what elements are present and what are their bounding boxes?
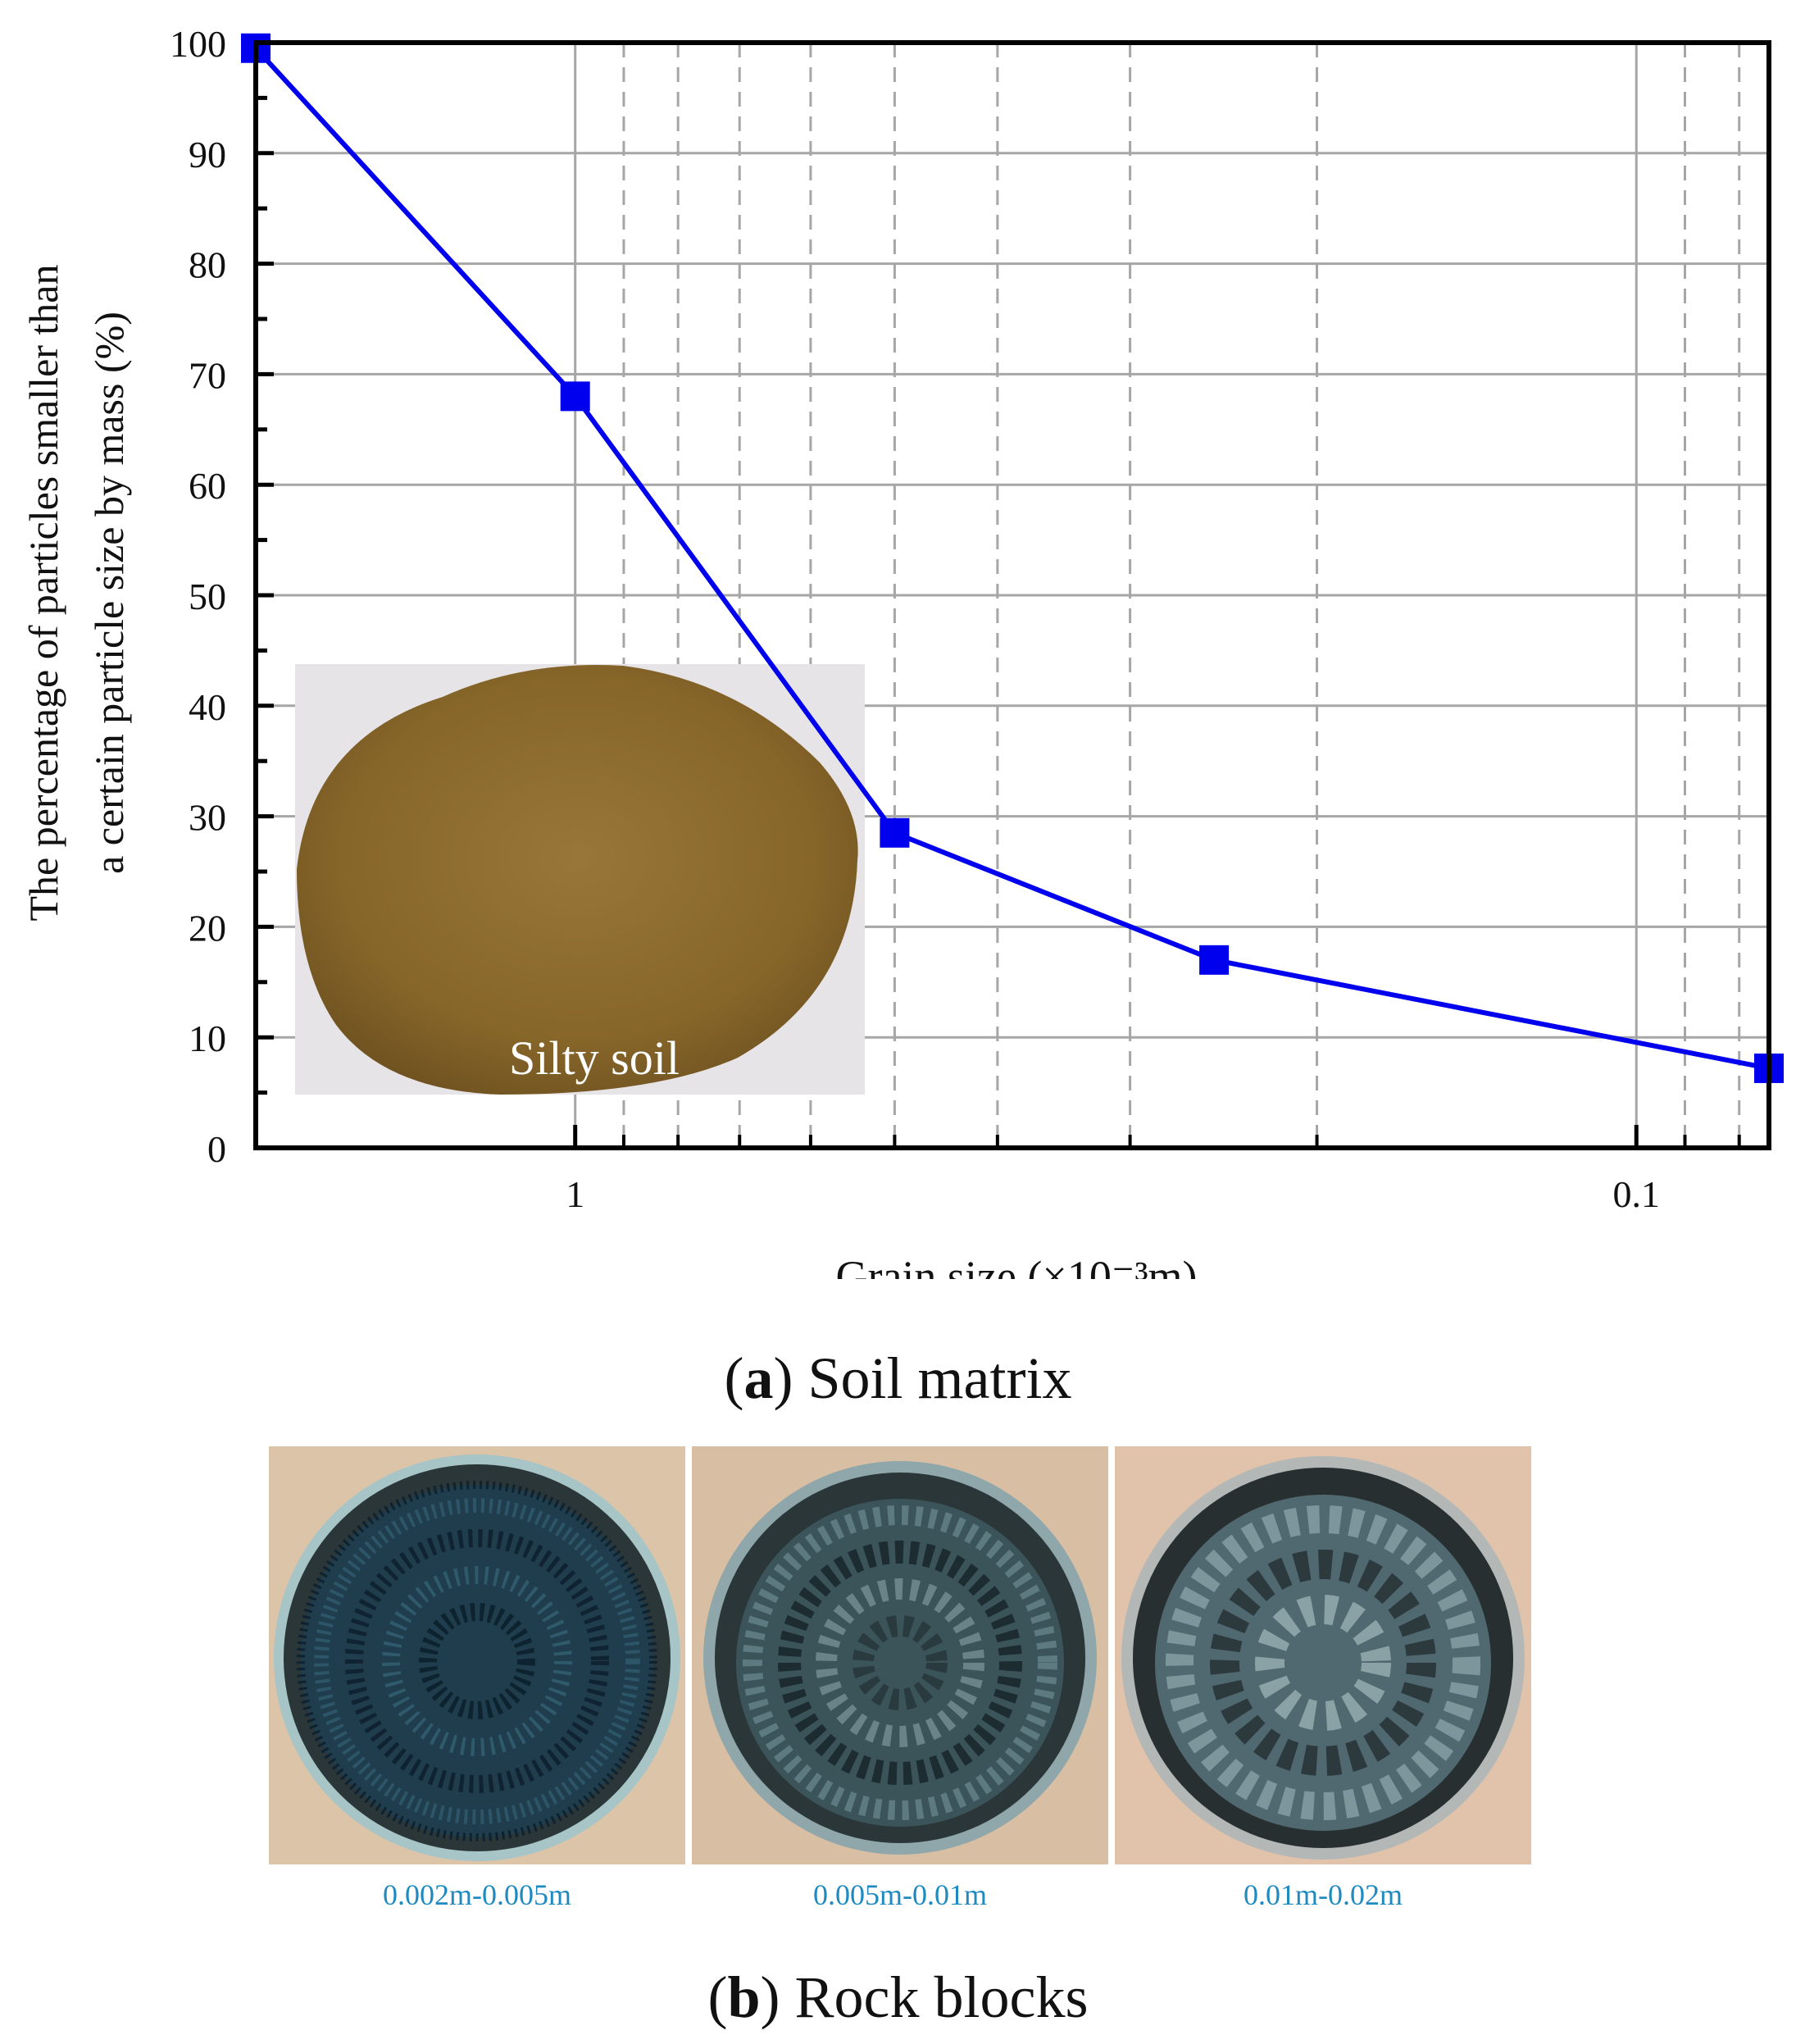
soil-pile [297,665,858,1095]
y-tick-label: 50 [189,576,226,617]
y-tick-label: 0 [207,1128,226,1170]
y-axis-label-line1: The percentage of particles smaller than [20,264,66,921]
y-tick-label: 100 [170,23,226,65]
data-point [880,817,910,848]
caption-a-text: Soil matrix [807,1345,1072,1411]
x-tick-label: 1 [566,1173,584,1215]
inset-label: Silty soil [509,1031,680,1085]
axes: 0 10 20 30 40 50 60 70 80 90 100 1 0.1 [170,23,1771,1215]
rock-photo-medium [692,1446,1108,1864]
x-tick-label: 0.1 [1613,1173,1661,1215]
caption-a-letter: a [743,1345,774,1411]
caption-b-text: Rock blocks [794,1964,1089,2030]
y-tick-label: 90 [189,134,226,175]
rock-photo-label: 0.01m-0.02m [1244,1878,1403,1911]
silty-soil-photo: Silty soil [295,664,865,1095]
y-axis-label-line2: a certain particle size by mass (%) [86,312,132,874]
series-line [241,33,1784,1083]
data-point [1199,945,1230,975]
y-tick-label: 80 [189,244,226,286]
y-tick-label: 60 [189,465,226,507]
data-point [560,381,590,412]
y-tick-label: 40 [189,686,226,728]
y-tick-label: 20 [189,907,226,949]
x-axis-label: Grain size (×10⁻³m) [835,1252,1197,1279]
y-tick-label: 30 [189,797,226,839]
chart: Silty soil 0 10 20 30 40 50 60 70 80 90 100 1 0.1 Th… [20,23,1784,1279]
rock-photo-large [1115,1446,1531,1864]
caption-b: (b) Rock blocks [707,1964,1089,2030]
caption-a: (a) Soil matrix [724,1345,1072,1411]
y-tick-label: 10 [189,1017,226,1059]
rock-photo-small [269,1446,685,1864]
rock-photo-label: 0.005m-0.01m [813,1878,987,1911]
y-tick-label: 70 [189,354,226,396]
caption-b-letter: b [727,1964,761,2030]
rock-photo-label: 0.002m-0.005m [383,1878,571,1911]
